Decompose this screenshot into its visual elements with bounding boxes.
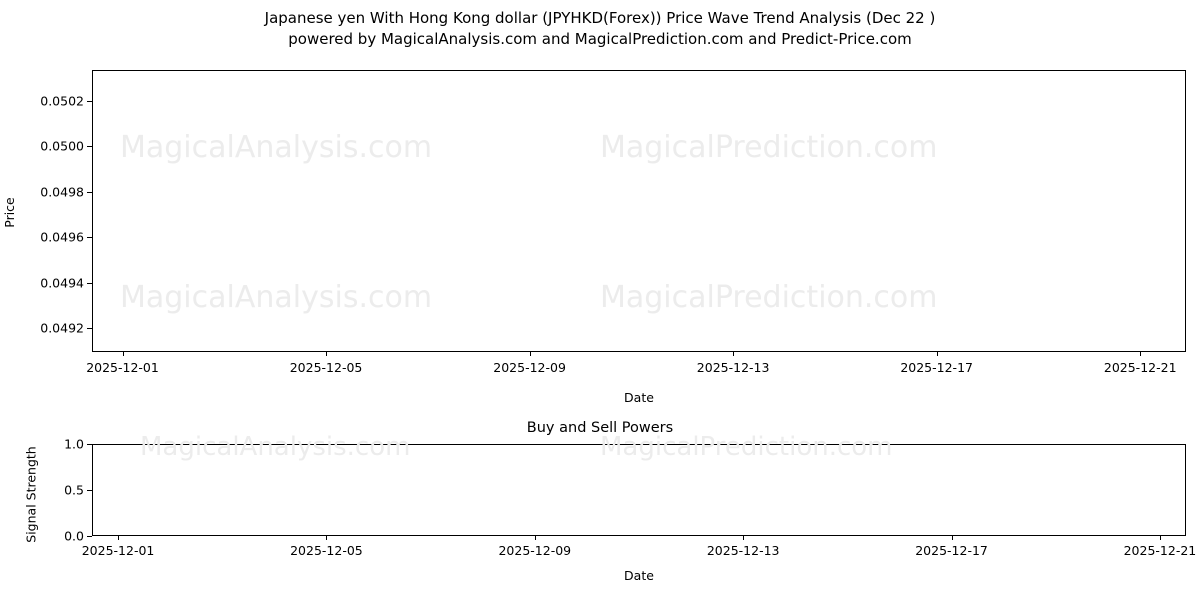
price-ytick-label: 0.0492 xyxy=(40,320,84,336)
price-yaxis-label: Price xyxy=(1,197,17,228)
signal-chart-title: Buy and Sell Powers xyxy=(526,420,674,436)
price-xtick-label: 2025-12-01 xyxy=(86,360,159,375)
price-xtick-label: 2025-12-13 xyxy=(696,360,770,375)
signal-ytick-label: 0.5 xyxy=(64,482,84,498)
signal-xtick-label: 2025-12-13 xyxy=(706,543,780,558)
title-line-1: Japanese yen With Hong Kong dollar (JPYH… xyxy=(264,9,936,27)
price-ytick-mark xyxy=(87,282,92,284)
page-title: Japanese yen With Hong Kong dollar (JPYH… xyxy=(0,8,1200,50)
price-ytick-label: 0.0496 xyxy=(40,229,84,245)
signal-xtick-mark xyxy=(951,536,953,540)
signal-xtick-mark xyxy=(534,536,536,540)
price-xtick-mark xyxy=(1140,352,1142,356)
signal-plot-frame xyxy=(92,444,1186,536)
price-ytick-mark xyxy=(87,191,92,193)
signal-ytick-mark xyxy=(87,536,92,537)
price-ytick-mark xyxy=(87,146,92,148)
price-xtick-mark xyxy=(122,352,124,356)
signal-xtick-label: 2025-12-01 xyxy=(81,543,155,558)
price-ytick-label: 0.0500 xyxy=(40,138,84,154)
signal-xtick-mark xyxy=(118,536,120,540)
price-ytick-label: 0.0494 xyxy=(40,275,84,291)
buy-sell-powers-chart xyxy=(92,444,1186,536)
price-xtick-mark xyxy=(733,352,735,356)
signal-xaxis-label: Date xyxy=(624,568,654,583)
price-ytick-mark xyxy=(87,237,92,239)
signal-xtick-label: 2025-12-09 xyxy=(498,543,572,558)
price-ytick-label: 0.0502 xyxy=(40,93,84,109)
price-wave-chart xyxy=(92,70,1186,352)
signal-xtick-mark xyxy=(1159,536,1161,540)
signal-xtick-mark xyxy=(326,536,328,540)
signal-ytick-label: 0.0 xyxy=(64,528,84,544)
price-xtick-mark xyxy=(936,352,938,356)
price-ytick-mark xyxy=(87,328,92,330)
price-xaxis-label: Date xyxy=(624,390,654,405)
signal-ytick-mark xyxy=(87,490,92,491)
signal-yaxis-label: Signal Strength xyxy=(23,446,39,543)
signal-ytick-label: 1.0 xyxy=(64,436,84,452)
signal-xtick-label: 2025-12-17 xyxy=(915,543,988,558)
title-line-2: powered by MagicalAnalysis.com and Magic… xyxy=(288,30,912,48)
price-xtick-mark xyxy=(326,352,328,356)
signal-xtick-label: 2025-12-05 xyxy=(290,543,363,558)
price-xtick-label: 2025-12-05 xyxy=(289,360,363,375)
signal-ytick-mark xyxy=(87,444,92,445)
price-ytick-label: 0.0498 xyxy=(40,184,84,200)
price-xtick-mark xyxy=(529,352,531,356)
price-xtick-label: 2025-12-17 xyxy=(900,360,973,375)
signal-xtick-label: 2025-12-21 xyxy=(1123,543,1197,558)
signal-xtick-mark xyxy=(743,536,745,540)
price-xtick-label: 2025-12-21 xyxy=(1103,360,1177,375)
price-plot-frame xyxy=(92,70,1186,352)
price-ytick-mark xyxy=(87,100,92,102)
price-xtick-label: 2025-12-09 xyxy=(493,360,566,375)
